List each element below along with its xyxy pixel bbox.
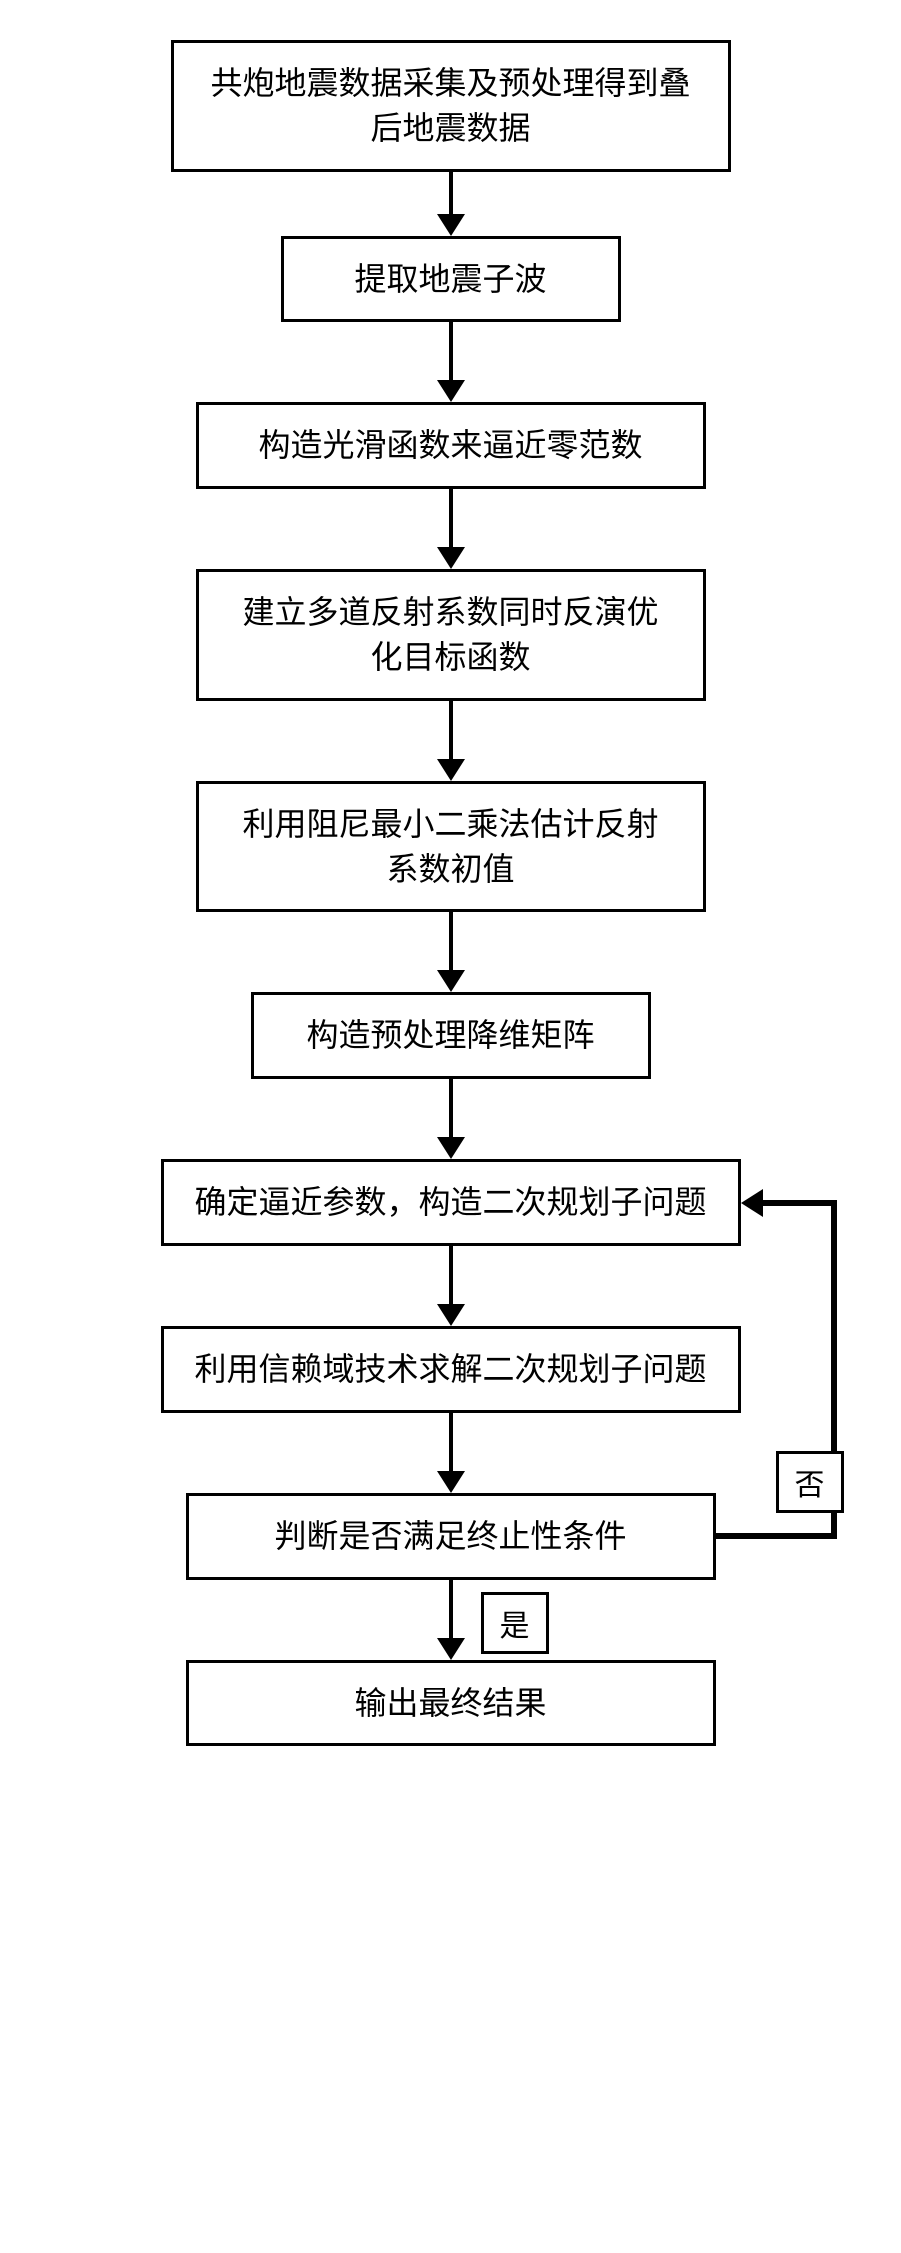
flow-node-n9: 判断是否满足终止性条件	[186, 1493, 716, 1580]
flow-node-n7: 确定逼近参数，构造二次规划子问题	[161, 1159, 741, 1246]
feedback-h-top	[761, 1200, 837, 1206]
flowchart-container: 共炮地震数据采集及预处理得到叠后地震数据提取地震子波构造光滑函数来逼近零范数建立…	[41, 40, 861, 1746]
flow-node-n6: 构造预处理降维矩阵	[251, 992, 651, 1079]
flow-node-n1: 共炮地震数据采集及预处理得到叠后地震数据	[171, 40, 731, 172]
feedback-h-bottom	[716, 1533, 837, 1539]
flow-node-n2: 提取地震子波	[281, 236, 621, 323]
feedback-arrowhead	[741, 1189, 763, 1217]
flow-node-n3: 构造光滑函数来逼近零范数	[196, 402, 706, 489]
flow-node-n8: 利用信赖域技术求解二次规划子问题	[161, 1326, 741, 1413]
flow-node-n10: 输出最终结果	[186, 1660, 716, 1747]
decision-label-no: 否	[776, 1451, 844, 1513]
decision-label-yes: 是	[481, 1592, 549, 1654]
flow-node-n4: 建立多道反射系数同时反演优化目标函数	[196, 569, 706, 701]
flow-node-n5: 利用阻尼最小二乘法估计反射系数初值	[196, 781, 706, 913]
